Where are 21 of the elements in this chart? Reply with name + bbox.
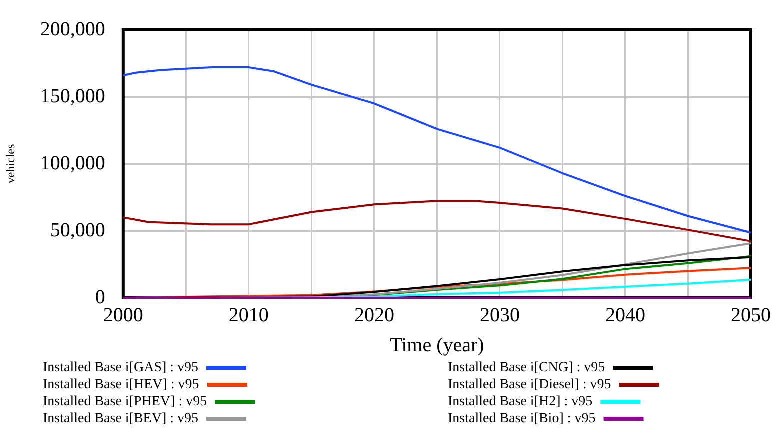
x-tick-label: 2040 [605,304,646,326]
legend-label: Installed Base i[H2] : v95 [448,394,593,410]
y-tick-label: 200,000 [40,18,106,40]
x-tick-label: 2010 [228,304,269,326]
x-tick-label: 2030 [480,304,520,326]
legend-label: Installed Base i[GAS] : v95 [43,360,199,376]
y-tick-label: 0 [95,286,106,308]
legend-label: Installed Base i[HEV] : v95 [43,378,200,393]
legend-label: Installed Base i[CNG] : v95 [448,360,606,376]
x-tick-label: 2000 [103,304,144,326]
x-axis-title: Time (year) [390,334,484,356]
y-tick-label: 100,000 [40,152,106,174]
legend-label: Installed Base i[PHEV] : v95 [43,394,208,410]
y-tick-label: 50,000 [50,219,106,242]
legend-label: Installed Base i[Bio] : v95 [448,412,596,427]
x-tick-label: 2020 [354,304,394,326]
y-axis-title: vehicles [3,144,18,184]
legend-label: Installed Base i[BEV] : v95 [43,412,199,427]
legend-label: Installed Base i[Diesel] : v95 [448,378,612,393]
x-tick-label: 2050 [731,304,771,326]
y-tick-label: 150,000 [40,85,106,108]
